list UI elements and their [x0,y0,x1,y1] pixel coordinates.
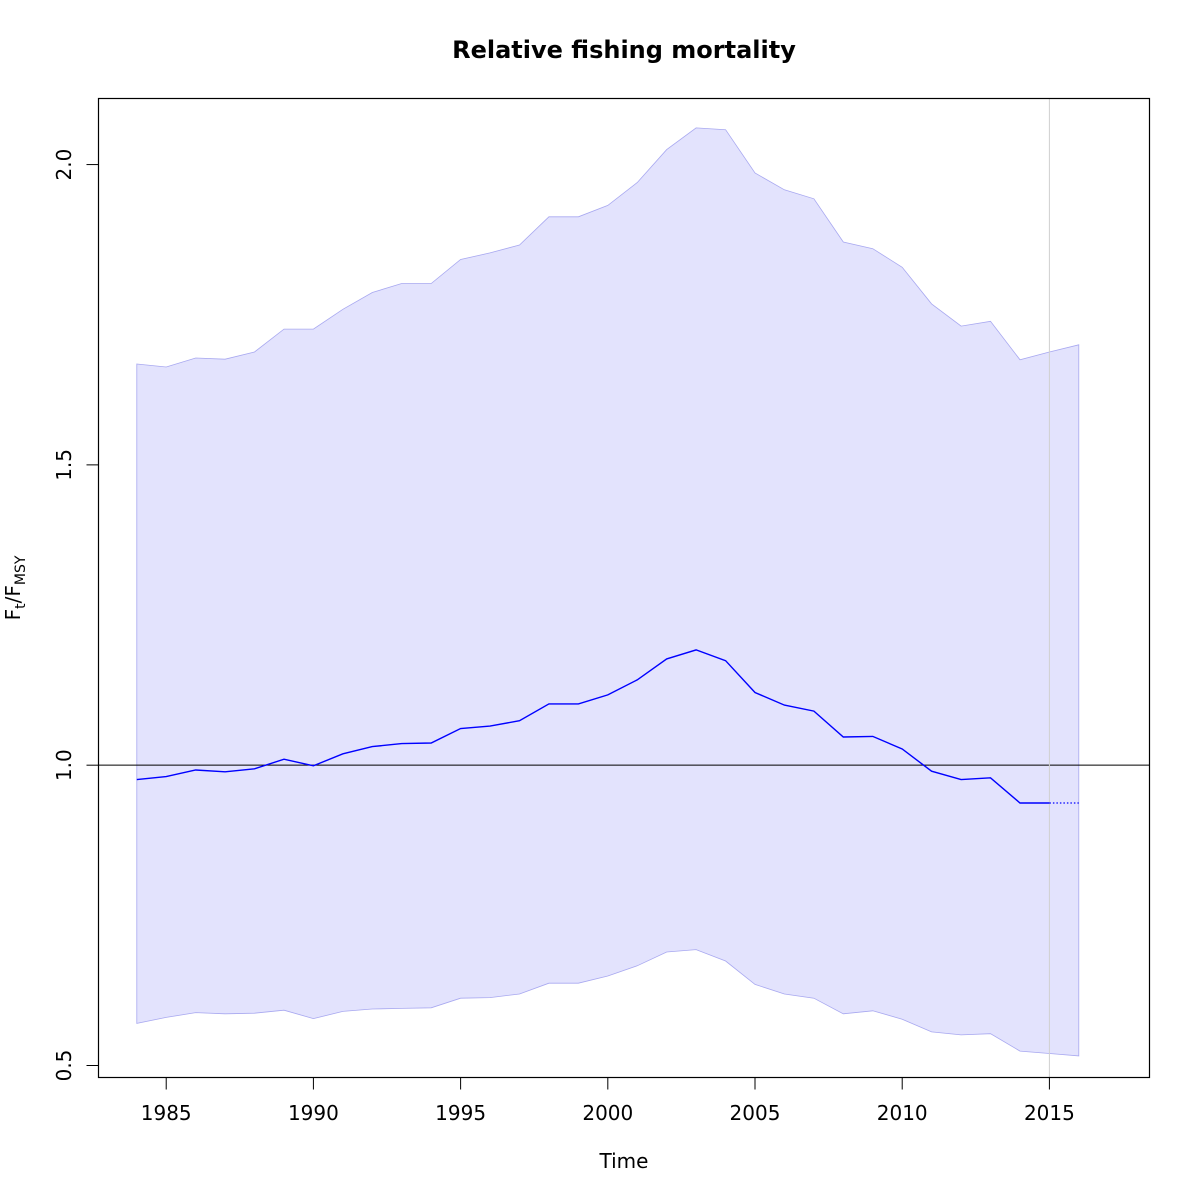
x-tick-label: 2000 [582,1101,633,1125]
y-tick-label: 1.0 [52,749,76,781]
x-axis-label: Time [599,1149,649,1173]
chart-title: Relative fishing mortality [452,36,796,64]
x-axis: 1985 1990 1995 2000 2005 2010 2015 [141,1077,1075,1125]
y-axis: 0.5 1.0 1.5 2.0 [52,149,99,1082]
confidence-band [136,127,1080,1057]
x-tick-label: 2010 [877,1101,928,1125]
x-tick-label: 1990 [288,1101,339,1125]
y-axis-label: Ft/FMSY [1,555,29,620]
x-tick-label: 2015 [1024,1101,1075,1125]
y-axis-label-subscript-t: t [13,603,29,609]
y-tick-label: 1.5 [52,449,76,481]
y-axis-label-slash: / [1,596,25,603]
x-tick-label: 1985 [141,1101,192,1125]
y-tick-label: 0.5 [52,1050,76,1082]
estimate-line [136,649,1050,804]
x-tick-label: 1995 [435,1101,486,1125]
y-tick-label: 2.0 [52,149,76,181]
y-axis-label-f: F [1,609,25,621]
plot-area [98,98,1150,1078]
y-axis-label-subscript-msy: MSY [13,555,29,585]
x-tick-label: 2005 [730,1101,781,1125]
y-axis-label-f2: F [1,585,25,597]
